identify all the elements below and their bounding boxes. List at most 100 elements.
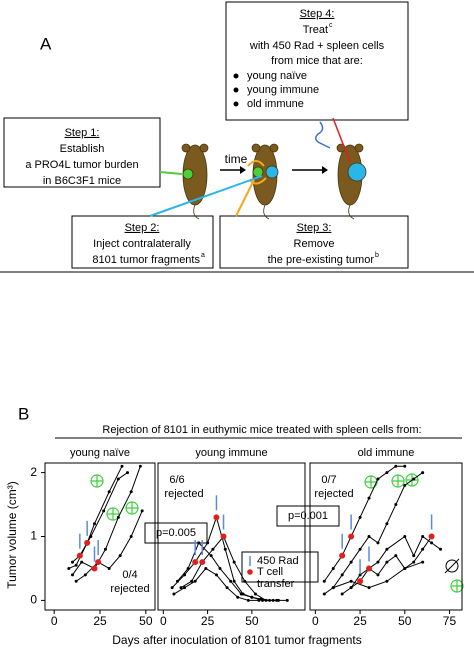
point <box>209 554 213 558</box>
point <box>403 566 407 570</box>
point <box>138 464 142 468</box>
point <box>367 586 371 590</box>
x-tick-label: 75 <box>443 614 457 628</box>
point <box>206 541 210 545</box>
x-tick-label: 50 <box>245 614 259 628</box>
point <box>394 464 398 468</box>
step-text: Inject contralaterally <box>93 238 191 250</box>
transfer-dot <box>91 565 98 572</box>
point <box>385 560 389 564</box>
point <box>71 560 74 564</box>
point <box>239 592 243 596</box>
point <box>376 560 380 564</box>
panel-title: young immune <box>195 447 267 459</box>
transfer-dot <box>199 559 206 566</box>
step-heading: Step 2: <box>125 222 160 234</box>
point <box>211 547 215 551</box>
tumor-curve <box>72 466 141 576</box>
chart-title: Rejection of 8101 in euthymic mice treat… <box>102 424 421 436</box>
point <box>116 477 120 481</box>
point <box>403 483 407 487</box>
arrow-head <box>240 166 246 174</box>
point <box>376 573 380 577</box>
point <box>140 509 144 513</box>
point <box>421 471 425 475</box>
point <box>71 573 74 577</box>
point <box>340 573 344 577</box>
panel-title: old immune <box>358 447 415 459</box>
point <box>243 579 247 583</box>
point <box>275 598 279 602</box>
step-text: in B6C3F1 mice <box>43 175 121 187</box>
panel-label: B <box>18 404 29 423</box>
ratio: 6/6 <box>169 474 184 486</box>
ratio: 0/4 <box>122 569 137 581</box>
point <box>394 503 398 507</box>
point <box>385 471 389 475</box>
arrow-head <box>322 166 328 174</box>
transfer-dot <box>220 533 227 540</box>
panel-frame <box>309 462 463 611</box>
x-tick-label: 50 <box>139 614 153 628</box>
point <box>264 598 268 602</box>
transfer-dot <box>84 539 91 546</box>
point <box>107 566 111 570</box>
step4-box <box>225 1 409 121</box>
point <box>331 586 335 590</box>
mouse <box>251 143 279 220</box>
point <box>129 535 133 538</box>
point <box>253 592 257 596</box>
point <box>385 547 389 551</box>
step-text: Remove <box>294 238 335 250</box>
point <box>385 522 389 526</box>
point <box>349 560 353 564</box>
point <box>260 598 264 602</box>
point <box>225 586 229 590</box>
point <box>367 496 371 500</box>
point <box>412 477 416 481</box>
step-text: the pre-existing tumor <box>268 254 375 266</box>
point <box>403 535 407 538</box>
point <box>197 541 201 545</box>
step-heading: Step 4: <box>300 8 335 20</box>
point <box>179 586 183 590</box>
y-tick-label: 1 <box>30 529 37 543</box>
time-label: time <box>225 152 248 166</box>
tumor-curve <box>323 465 405 582</box>
x-tick-label: 0 <box>51 614 58 628</box>
panel-label: A <box>40 34 52 53</box>
note: rejected <box>110 583 149 595</box>
bullet <box>233 101 239 107</box>
point <box>331 566 335 570</box>
transfer-dot <box>366 565 373 572</box>
y-tick-label: 0 <box>30 593 37 607</box>
point <box>349 579 353 583</box>
arrow <box>235 179 255 217</box>
point <box>120 464 124 468</box>
superscript: c <box>329 22 333 29</box>
point <box>218 566 222 570</box>
removal-mark <box>247 160 267 185</box>
point <box>107 490 111 494</box>
point <box>257 598 261 602</box>
transfer-dot <box>339 552 346 559</box>
superscript: b <box>375 252 379 259</box>
point <box>232 560 236 564</box>
step-text: from mice that are: <box>271 55 363 67</box>
point <box>232 579 236 583</box>
point <box>126 471 129 475</box>
point <box>204 566 208 570</box>
bullet-text: young immune <box>247 84 319 96</box>
point <box>250 595 254 599</box>
y-axis-label: Tumor volume (cm³) <box>5 481 19 589</box>
point <box>246 598 250 602</box>
ratio: 0/7 <box>321 474 336 486</box>
x-tick-label: 50 <box>398 614 412 628</box>
x-tick-label: 25 <box>201 614 215 628</box>
p-value: p=0.005 <box>156 527 196 539</box>
step-text: Treat <box>303 24 328 36</box>
point <box>104 547 107 551</box>
transfer-dot <box>213 514 220 521</box>
p-value: p=0.001 <box>288 510 328 522</box>
